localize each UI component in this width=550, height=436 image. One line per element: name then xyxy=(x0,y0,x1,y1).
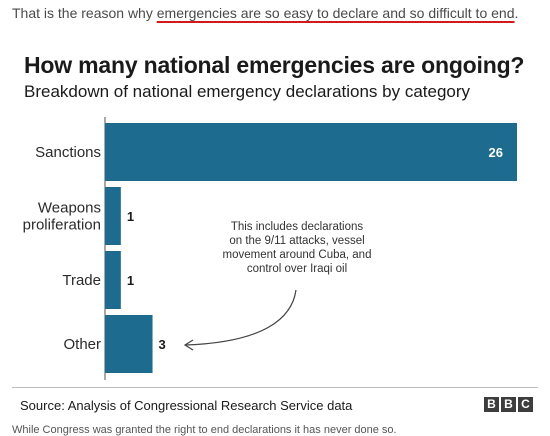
bar-other xyxy=(105,315,153,373)
value-label: 3 xyxy=(159,337,166,352)
value-label: 1 xyxy=(127,273,134,288)
intro-prefix: That is the reason why xyxy=(12,5,157,21)
source-note: Source: Analysis of Congressional Resear… xyxy=(20,398,353,413)
intro-text: That is the reason why emergencies are s… xyxy=(12,5,518,21)
intro-link[interactable]: emergencies are so easy to declare and s… xyxy=(156,5,515,21)
value-label: 1 xyxy=(127,209,134,224)
annotation-arrow xyxy=(185,289,297,346)
category-label: Trade xyxy=(62,272,101,289)
intro-suffix: . xyxy=(514,5,519,21)
chart-title: How many national emergencies are ongoin… xyxy=(24,52,525,78)
category-label: Weapons proliferation xyxy=(23,200,101,234)
category-label: Sanctions xyxy=(35,144,101,161)
bbc-logo: B B C xyxy=(484,397,533,412)
bbc-letter: C xyxy=(518,397,533,412)
annotation-arrowhead xyxy=(183,339,194,351)
chart-subtitle: Breakdown of national emergency declarat… xyxy=(24,82,471,101)
bar-sanctions xyxy=(105,123,517,181)
bar-trade xyxy=(105,251,121,309)
annotation-text: This includes declarations on the 9/11 at… xyxy=(223,221,372,275)
value-label: 26 xyxy=(489,145,503,160)
bbc-letter: B xyxy=(501,397,516,412)
bar-weapons xyxy=(105,187,121,245)
bbc-letter: B xyxy=(484,397,499,412)
trailing-text: While Congress was granted the right to … xyxy=(12,424,397,436)
footer-divider xyxy=(12,387,538,388)
category-label: Other xyxy=(63,336,101,353)
